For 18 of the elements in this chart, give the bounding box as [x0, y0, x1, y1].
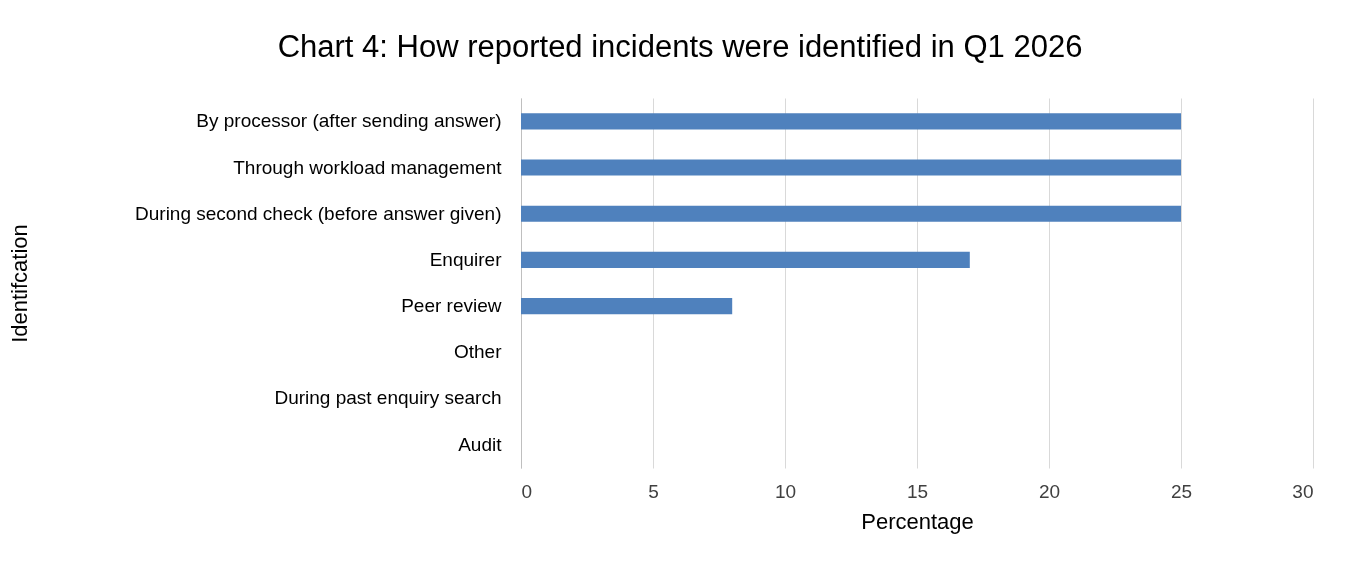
x-axis-title: Percentage	[861, 508, 974, 534]
y-tick-label: Enquirer	[429, 248, 503, 270]
y-tick-label: Peer review	[401, 295, 502, 317]
y-axis-title: Identifcation	[6, 224, 32, 343]
y-tick-label: Through workload management	[233, 156, 503, 178]
y-tick-label: During second check (before answer given)	[135, 202, 502, 224]
x-tick-label: 10	[774, 480, 797, 502]
x-tick-label: 5	[648, 480, 659, 502]
x-tick-label: 20	[1038, 480, 1061, 502]
x-tick-label: 30	[1292, 480, 1314, 502]
y-tick-label: During past enquiry search	[274, 387, 502, 409]
chart-title: Chart 4: How reported incidents were identified in Q1 2026	[277, 29, 1083, 64]
x-tick-label: 25	[1170, 480, 1193, 502]
x-tick-label: 0	[521, 480, 533, 502]
y-tick-label: Audit	[458, 433, 503, 455]
x-tick-label: 15	[906, 480, 929, 502]
y-tick-label: By processor (after sending answer)	[196, 110, 502, 132]
y-tick-label: Other	[453, 341, 503, 363]
